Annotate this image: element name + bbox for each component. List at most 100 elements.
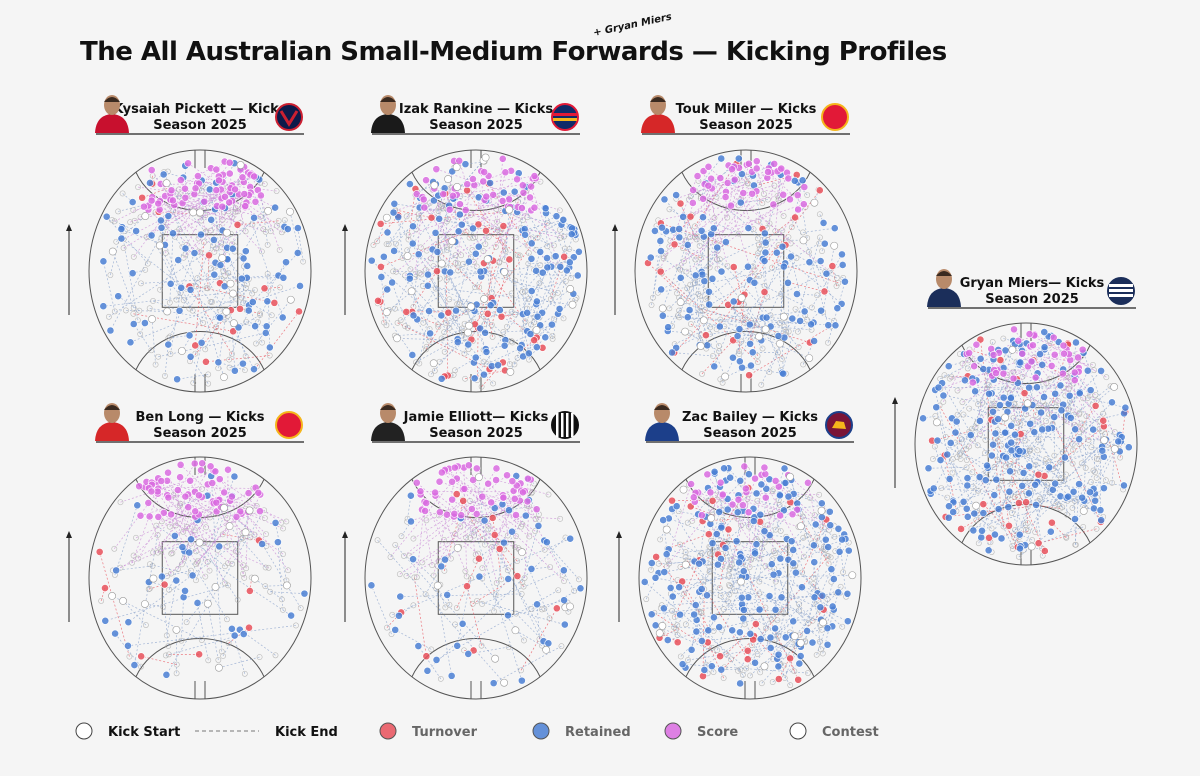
- kick-start-point: [198, 637, 205, 643]
- retained-point: [471, 249, 480, 258]
- kick-start-point: [800, 553, 807, 560]
- score-point: [194, 172, 202, 180]
- retained-point: [1089, 425, 1098, 434]
- kick-path: [125, 310, 168, 312]
- retained-point: [745, 470, 753, 479]
- kick-start-point: [522, 288, 528, 295]
- kick-start-point: [1076, 411, 1083, 418]
- retained-point: [756, 635, 765, 643]
- kick-start-point: [252, 287, 258, 293]
- kick-path: [672, 229, 763, 349]
- kick-start-point: [800, 534, 807, 541]
- kick-start-point: [143, 622, 149, 628]
- turnover-point: [957, 525, 965, 533]
- retained-point: [216, 313, 224, 322]
- retained-point: [717, 665, 726, 674]
- kick-path: [1066, 370, 1089, 421]
- contest-point: [810, 198, 819, 207]
- kick-path: [685, 564, 730, 595]
- kick-start-point: [452, 260, 459, 266]
- kick-start-point: [655, 560, 662, 567]
- kick-path: [105, 585, 229, 622]
- score-point: [1059, 369, 1067, 378]
- score-point: [752, 157, 761, 166]
- retained-point: [1016, 358, 1025, 367]
- kick-start-point: [224, 515, 231, 522]
- kick-start-point: [663, 563, 670, 570]
- kick-start-point: [941, 372, 948, 379]
- kick-start-point: [222, 580, 228, 587]
- kick-start-point: [774, 617, 781, 624]
- kick-start-point: [509, 339, 516, 346]
- turnover-point: [229, 327, 238, 336]
- kick-start-point: [458, 252, 465, 259]
- retained-point: [1071, 425, 1080, 434]
- kick-start-point: [711, 214, 718, 221]
- retained-point: [1064, 492, 1073, 501]
- kick-path: [691, 581, 704, 650]
- kick-path: [1035, 504, 1044, 556]
- legend-label: Kick End: [275, 725, 338, 740]
- kick-start-point: [1032, 529, 1039, 535]
- kick-path: [684, 331, 720, 352]
- kick-start-point: [203, 285, 210, 292]
- kick-start-point: [234, 208, 241, 215]
- retained-point: [717, 523, 726, 532]
- kick-start-point: [205, 371, 212, 378]
- kick-path: [276, 225, 285, 228]
- score-point: [140, 202, 148, 211]
- kick-path: [387, 232, 411, 270]
- kick-start-point: [720, 675, 727, 681]
- kick-start-point: [515, 252, 521, 259]
- score-point: [225, 198, 234, 207]
- turnover-point: [652, 552, 661, 561]
- contest-point: [382, 213, 391, 222]
- score-point: [704, 162, 713, 171]
- retained-point: [174, 256, 183, 264]
- kick-start-point: [677, 266, 684, 273]
- score-point: [721, 193, 730, 201]
- retained-point: [548, 320, 556, 329]
- retained-point: [983, 461, 991, 470]
- kick-path: [679, 572, 748, 588]
- retained-point: [379, 252, 388, 261]
- retained-point: [838, 535, 847, 544]
- score-point: [241, 202, 250, 210]
- kick-path: [507, 609, 543, 616]
- kick-start-point: [267, 228, 274, 235]
- kick-start-point: [130, 310, 137, 317]
- kick-start-point: [1002, 463, 1009, 470]
- score-point: [463, 180, 472, 189]
- kick-path: [767, 239, 804, 241]
- kick-start-point: [814, 292, 820, 299]
- score-point: [256, 507, 264, 516]
- kick-start-point: [529, 489, 536, 495]
- kick-path: [759, 531, 765, 582]
- kick-path: [933, 488, 1097, 498]
- contest-point: [452, 163, 461, 172]
- kick-start-point: [1055, 398, 1062, 404]
- retained-point: [752, 489, 761, 498]
- retained-point: [735, 558, 744, 567]
- kick-path: [140, 503, 181, 517]
- score-point: [208, 479, 217, 487]
- contest-point: [755, 332, 763, 341]
- retained-point: [172, 576, 181, 585]
- kick-start-point: [444, 243, 451, 250]
- kick-path: [166, 480, 208, 563]
- kick-path: [388, 197, 421, 245]
- kick-start-point: [784, 545, 790, 552]
- score-point: [236, 507, 245, 516]
- retained-point: [1072, 338, 1080, 347]
- kick-path: [667, 533, 709, 550]
- retained-point: [1050, 413, 1059, 421]
- retained-point: [717, 267, 726, 276]
- retained-point: [656, 237, 665, 245]
- kick-start-point: [660, 255, 667, 262]
- kick-path: [709, 570, 824, 623]
- score-point: [420, 203, 429, 212]
- kick-path: [422, 500, 520, 563]
- retained-point: [1051, 389, 1060, 398]
- retained-point: [1001, 428, 1009, 437]
